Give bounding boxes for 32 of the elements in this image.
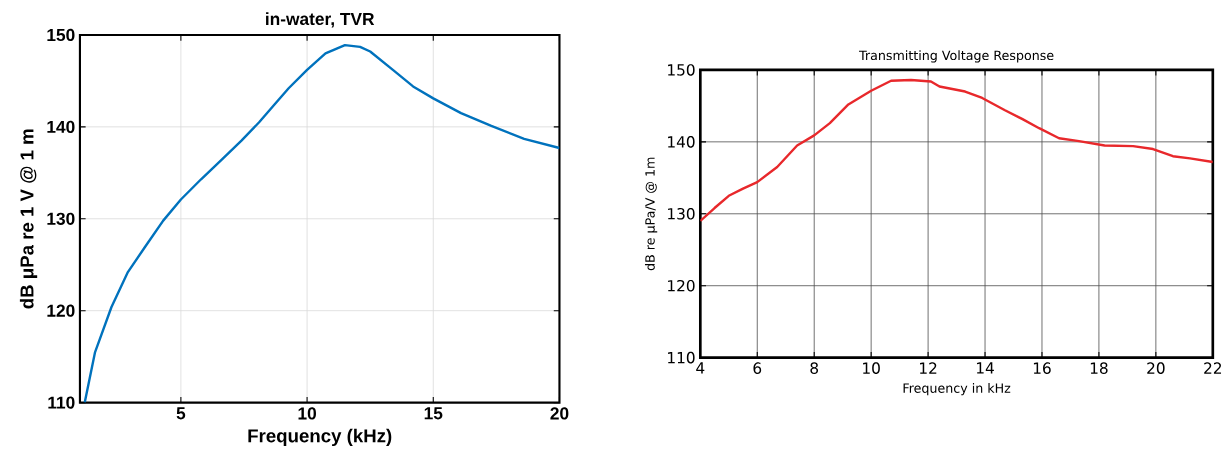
- y-axis-title: dB re μPa/V @ 1m: [644, 157, 658, 271]
- x-tick-label: 6: [753, 362, 762, 375]
- y-tick-label: 140: [47, 120, 75, 134]
- line-series: [83, 44, 560, 403]
- x-axis-title: Frequency in kHz: [903, 383, 1011, 396]
- y-axis-title: dB μPa re 1 V @ 1 m: [19, 129, 38, 309]
- y-tick-label: 110: [668, 352, 695, 364]
- y-tick-label: 120: [668, 280, 695, 292]
- y-tick-label: 130: [47, 212, 75, 226]
- chart-title: in-water, TVR: [266, 12, 375, 28]
- y-tick-label: 140: [668, 136, 695, 148]
- x-tick-label: 12: [920, 362, 937, 374]
- x-tick-label: 20: [1147, 362, 1165, 375]
- x-tick-label: 22: [1204, 362, 1222, 374]
- line-series: [700, 79, 1213, 223]
- x-tick-label: 10: [298, 407, 316, 420]
- x-tick-label: 15: [424, 407, 443, 420]
- y-tick-label: 120: [47, 304, 75, 318]
- x-tick-label: 5: [176, 407, 186, 420]
- y-tick-label: 110: [48, 396, 75, 409]
- x-tick-label: 10: [863, 362, 880, 375]
- y-tick-label: 150: [47, 29, 75, 42]
- chart-title: Transmitting Voltage Response: [858, 50, 1054, 63]
- x-axis-title: Frequency (kHz): [248, 428, 392, 447]
- x-tick-label: 8: [810, 362, 819, 375]
- x-tick-label: 4: [696, 362, 705, 374]
- x-tick-label: 16: [1033, 362, 1051, 375]
- y-tick-label: 130: [668, 208, 695, 220]
- x-tick-label: 20: [550, 407, 569, 420]
- y-tick-label: 150: [668, 64, 695, 76]
- x-tick-label: 14: [976, 362, 994, 374]
- x-tick-label: 18: [1090, 362, 1108, 375]
